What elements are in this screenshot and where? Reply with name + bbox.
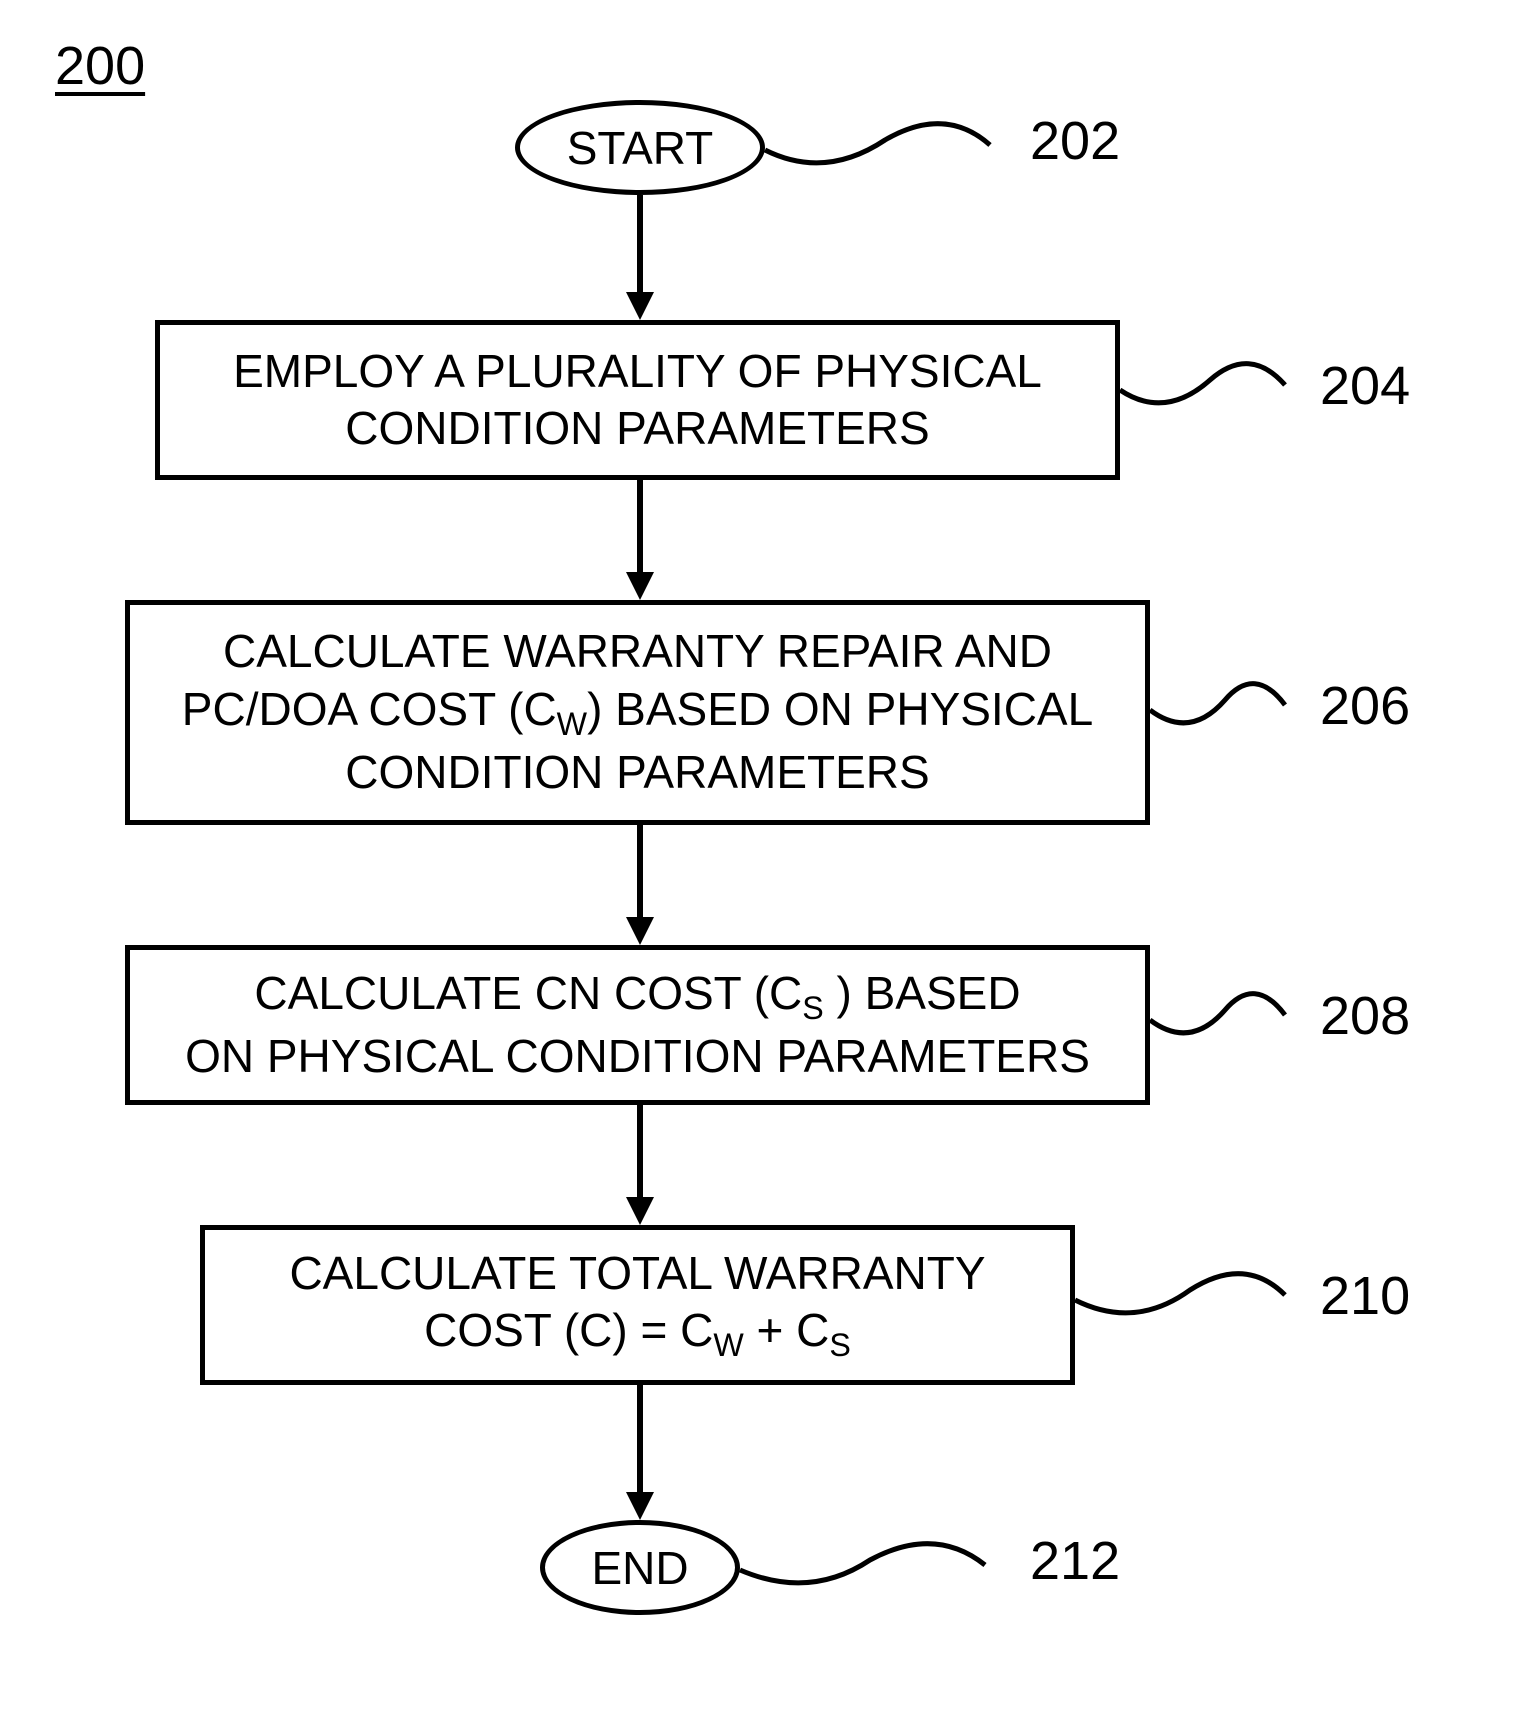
ref-start: 202 (1030, 110, 1120, 172)
ref-step2: 206 (1320, 675, 1410, 737)
step4-l2b: + C (744, 1304, 830, 1356)
figure-reference: 200 (55, 35, 145, 97)
arrowhead-5 (626, 1492, 654, 1520)
step3-l1a: CALCULATE CN COST (C (254, 967, 802, 1019)
ref-step3: 208 (1320, 985, 1410, 1047)
step4-l2sub2: S (829, 1327, 850, 1363)
arrow-2 (637, 480, 643, 572)
leader-end (740, 1530, 990, 1610)
ref-end: 212 (1030, 1530, 1120, 1592)
step2-l2sub: W (557, 706, 587, 742)
step3-l1sub: S (802, 990, 823, 1026)
step4-l2sub1: W (713, 1327, 743, 1363)
arrow-1 (637, 195, 643, 292)
leader-start (765, 110, 995, 190)
leader-step4 (1075, 1260, 1290, 1340)
arrow-3 (637, 825, 643, 917)
step-4-box: CALCULATE TOTAL WARRANTY COST (C) = CW +… (200, 1225, 1075, 1385)
step-3-box: CALCULATE CN COST (CS ) BASED ON PHYSICA… (125, 945, 1150, 1105)
arrowhead-1 (626, 292, 654, 320)
end-label: END (591, 1541, 688, 1595)
step4-l1: CALCULATE TOTAL WARRANTY (289, 1247, 985, 1299)
step2-l2a: PC/DOA COST (C (182, 683, 557, 735)
step-4-text: CALCULATE TOTAL WARRANTY COST (C) = CW +… (289, 1245, 985, 1366)
step3-l1b: ) BASED (824, 967, 1021, 1019)
step3-l2: ON PHYSICAL CONDITION PARAMETERS (185, 1030, 1090, 1082)
step2-l3: CONDITION PARAMETERS (345, 746, 929, 798)
leader-step2 (1150, 670, 1290, 750)
leader-step1 (1120, 350, 1290, 430)
arrow-4 (637, 1105, 643, 1197)
ref-step4: 210 (1320, 1265, 1410, 1327)
arrow-5 (637, 1385, 643, 1492)
step-1-text: EMPLOY A PLURALITY OF PHYSICAL CONDITION… (180, 343, 1095, 458)
ref-step1: 204 (1320, 355, 1410, 417)
step2-l1: CALCULATE WARRANTY REPAIR AND (223, 625, 1052, 677)
flowchart-canvas: 200 START 202 EMPLOY A PLURALITY OF PHYS… (0, 0, 1528, 1731)
step-2-box: CALCULATE WARRANTY REPAIR AND PC/DOA COS… (125, 600, 1150, 825)
step-1-box: EMPLOY A PLURALITY OF PHYSICAL CONDITION… (155, 320, 1120, 480)
step-3-text: CALCULATE CN COST (CS ) BASED ON PHYSICA… (185, 965, 1090, 1086)
leader-step3 (1150, 980, 1290, 1060)
start-node: START (515, 100, 765, 195)
end-node: END (540, 1520, 740, 1615)
arrowhead-2 (626, 572, 654, 600)
arrowhead-4 (626, 1197, 654, 1225)
start-label: START (567, 121, 714, 175)
step2-l2b: ) BASED ON PHYSICAL (587, 683, 1093, 735)
step-2-text: CALCULATE WARRANTY REPAIR AND PC/DOA COS… (182, 623, 1093, 801)
step4-l2a: COST (C) = C (424, 1304, 713, 1356)
arrowhead-3 (626, 917, 654, 945)
